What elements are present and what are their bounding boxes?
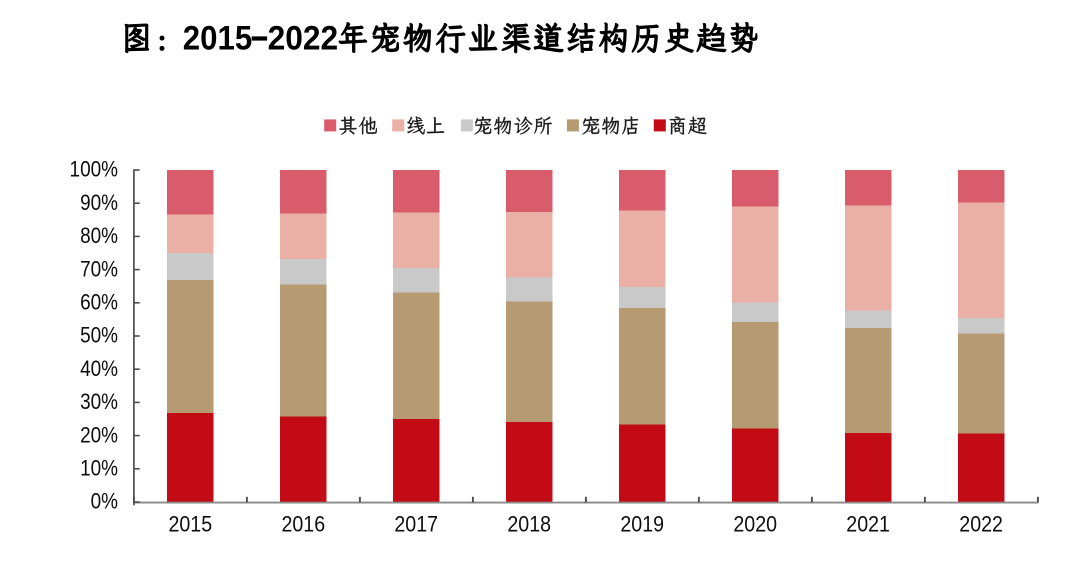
svg-text:70%: 70% <box>80 257 118 282</box>
svg-text:60%: 60% <box>80 290 118 315</box>
svg-text:90%: 90% <box>80 191 118 216</box>
svg-text:10%: 10% <box>80 456 118 481</box>
svg-text:20%: 20% <box>80 423 118 448</box>
svg-text:80%: 80% <box>80 224 118 249</box>
svg-text:2021: 2021 <box>846 513 890 537</box>
svg-text:2018: 2018 <box>507 513 551 537</box>
svg-text:2019: 2019 <box>620 513 664 537</box>
svg-text:2022: 2022 <box>959 513 1003 537</box>
svg-text:2015: 2015 <box>183 19 252 56</box>
svg-text:2020: 2020 <box>733 513 777 537</box>
svg-text:30%: 30% <box>80 390 118 415</box>
svg-text:2022: 2022 <box>268 18 339 56</box>
svg-text:2016: 2016 <box>281 513 325 537</box>
svg-text:0%: 0% <box>91 489 118 514</box>
svg-text:2015: 2015 <box>168 513 212 537</box>
svg-text:50%: 50% <box>80 323 118 348</box>
svg-text:100%: 100% <box>70 157 118 182</box>
svg-text:40%: 40% <box>80 357 118 382</box>
svg-text:2017: 2017 <box>394 513 438 537</box>
